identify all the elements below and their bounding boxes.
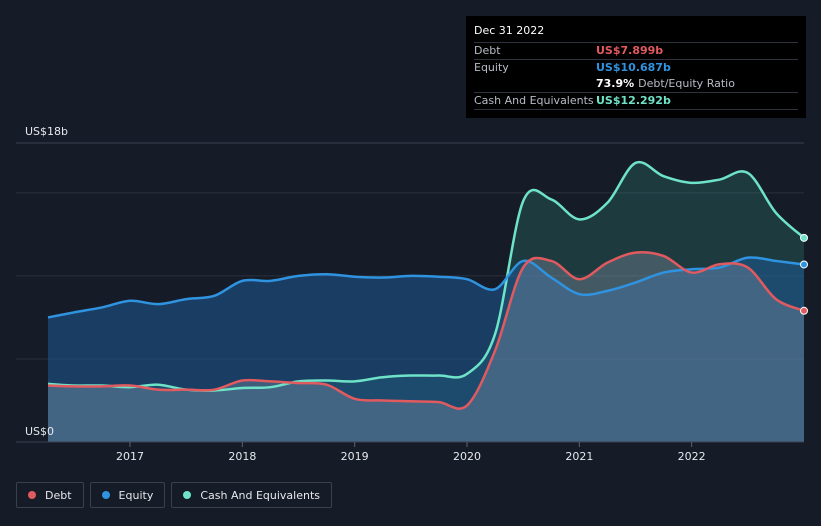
cash-line	[47, 160, 805, 392]
series-lines	[47, 160, 805, 410]
series-areas	[48, 162, 804, 442]
cash-dot-icon	[183, 491, 192, 499]
equity-dot-icon	[101, 491, 110, 499]
debt-line	[47, 250, 805, 410]
tooltip-date: Dec 31 2022	[474, 24, 545, 37]
tooltip-row-ratio: 73.9% Debt/Equity Ratio	[474, 76, 798, 92]
legend-cash-label: Cash And Equivalents	[200, 488, 320, 502]
tooltip-debt-label: Debt	[474, 44, 501, 57]
legend-item-debt[interactable]: Debt	[16, 482, 84, 508]
legend-equity-label: Equity	[118, 488, 154, 502]
tooltip-cash-label: Cash And Equivalents	[474, 94, 594, 107]
x-tick-label: 2021	[565, 450, 593, 463]
tooltip-panel: Dec 31 2022 Debt US$7.899b Equity US$10.…	[466, 16, 806, 118]
tooltip-equity-label: Equity	[474, 61, 509, 74]
debt-end-point	[800, 306, 808, 315]
x-tick-label: 2022	[678, 450, 706, 463]
tooltip-row-debt: Debt US$7.899b	[474, 42, 798, 59]
y-axis-max-label: US$18b	[25, 125, 69, 138]
tooltip-row-cash: Cash And Equivalents US$12.292b	[474, 92, 798, 109]
end-markers	[800, 233, 808, 315]
tooltip-equity-value: US$10.687b	[596, 61, 671, 74]
x-tick-label: 2017	[116, 450, 144, 463]
x-axis-ticks: 2017 2018 2019 2020 2021 2022	[16, 441, 804, 463]
tooltip-ratio-value: 73.9%	[596, 77, 635, 90]
cash-end-point	[800, 233, 808, 242]
tooltip-cash-value: US$12.292b	[596, 94, 671, 107]
y-axis-min-label: US$0	[25, 425, 55, 438]
x-tick-label: 2018	[228, 450, 256, 463]
tooltip-debt-value: US$7.899b	[596, 44, 664, 57]
equity-area	[48, 257, 804, 442]
debt-dot-icon	[28, 491, 36, 499]
x-tick-label: 2020	[453, 450, 481, 463]
legend-item-equity[interactable]: Equity	[89, 482, 166, 508]
x-tick-label: 2019	[341, 450, 369, 463]
tooltip-row-equity: Equity US$10.687b	[474, 59, 798, 76]
debt-area	[48, 252, 804, 442]
legend-item-cash[interactable]: Cash And Equivalents	[171, 482, 332, 508]
chart-legend: Debt Equity Cash And Equivalents	[16, 482, 332, 508]
tooltip-ratio-label: Debt/Equity Ratio	[638, 77, 735, 90]
equity-end-point	[800, 260, 808, 269]
legend-debt-label: Debt	[45, 488, 72, 502]
equity-line	[47, 256, 805, 319]
